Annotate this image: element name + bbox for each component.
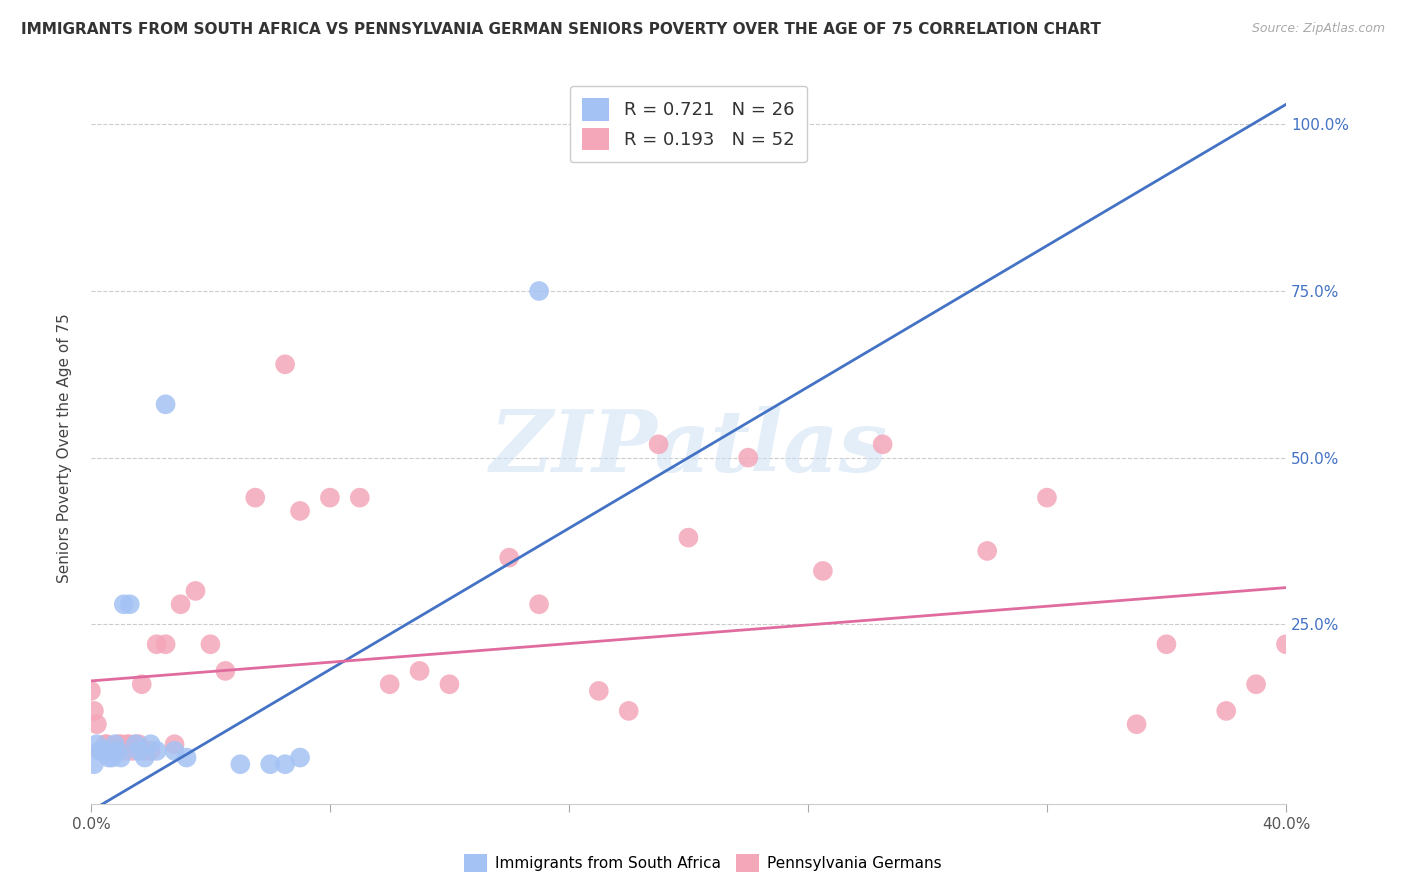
Point <box>811 564 834 578</box>
Point <box>245 491 267 505</box>
Point <box>163 744 186 758</box>
Point <box>110 750 132 764</box>
Point <box>1156 637 1178 651</box>
Point <box>408 664 430 678</box>
Point <box>134 750 156 764</box>
Point <box>169 597 191 611</box>
Point <box>83 704 105 718</box>
Point <box>139 744 162 758</box>
Point <box>1036 491 1059 505</box>
Point <box>104 744 127 758</box>
Point <box>145 744 167 758</box>
Point <box>128 737 150 751</box>
Point <box>107 737 129 751</box>
Point <box>101 750 124 764</box>
Legend: R = 0.721   N = 26, R = 0.193   N = 52: R = 0.721 N = 26, R = 0.193 N = 52 <box>569 86 807 162</box>
Point <box>112 597 135 611</box>
Point <box>115 737 138 751</box>
Point <box>94 737 117 751</box>
Point <box>89 744 111 758</box>
Point <box>184 583 207 598</box>
Point <box>110 737 132 751</box>
Point <box>527 284 550 298</box>
Point <box>131 677 153 691</box>
Point <box>134 744 156 758</box>
Point <box>83 757 105 772</box>
Legend: Immigrants from South Africa, Pennsylvania Germans: Immigrants from South Africa, Pennsylvan… <box>457 846 949 880</box>
Point <box>214 664 236 678</box>
Point <box>259 757 281 772</box>
Point <box>163 737 186 751</box>
Point <box>104 737 127 751</box>
Point <box>94 744 117 758</box>
Point <box>86 717 108 731</box>
Point <box>200 637 222 651</box>
Point <box>97 744 120 758</box>
Point <box>101 744 124 758</box>
Point <box>125 737 148 751</box>
Point <box>97 750 120 764</box>
Point <box>527 597 550 611</box>
Point <box>723 117 745 131</box>
Point <box>1215 704 1237 718</box>
Point <box>155 637 177 651</box>
Point <box>872 437 894 451</box>
Point <box>80 684 103 698</box>
Point <box>588 684 610 698</box>
Point <box>678 531 700 545</box>
Point <box>125 737 148 751</box>
Point <box>349 491 371 505</box>
Point <box>319 491 342 505</box>
Text: ZIPatlas: ZIPatlas <box>489 406 887 490</box>
Point <box>1275 637 1298 651</box>
Point <box>86 737 108 751</box>
Point <box>976 544 998 558</box>
Text: IMMIGRANTS FROM SOUTH AFRICA VS PENNSYLVANIA GERMAN SENIORS POVERTY OVER THE AGE: IMMIGRANTS FROM SOUTH AFRICA VS PENNSYLV… <box>21 22 1101 37</box>
Point <box>1244 677 1267 691</box>
Point <box>94 737 117 751</box>
Point <box>128 744 150 758</box>
Point <box>647 437 669 451</box>
Text: Source: ZipAtlas.com: Source: ZipAtlas.com <box>1251 22 1385 36</box>
Point <box>274 757 297 772</box>
Point <box>107 744 129 758</box>
Point <box>1125 717 1147 731</box>
Point <box>145 637 167 651</box>
Point <box>176 750 198 764</box>
Point <box>498 550 520 565</box>
Point <box>89 744 111 758</box>
Point <box>118 737 141 751</box>
Point <box>378 677 401 691</box>
Point <box>439 677 461 691</box>
Point <box>737 450 759 465</box>
Point <box>112 744 135 758</box>
Point <box>288 750 311 764</box>
Point <box>118 597 141 611</box>
Point <box>274 357 297 371</box>
Point <box>91 744 114 758</box>
Y-axis label: Seniors Poverty Over the Age of 75: Seniors Poverty Over the Age of 75 <box>58 313 72 582</box>
Point <box>139 737 162 751</box>
Point <box>121 744 143 758</box>
Point <box>229 757 252 772</box>
Point <box>288 504 311 518</box>
Point <box>155 397 177 411</box>
Point <box>91 744 114 758</box>
Point <box>617 704 640 718</box>
